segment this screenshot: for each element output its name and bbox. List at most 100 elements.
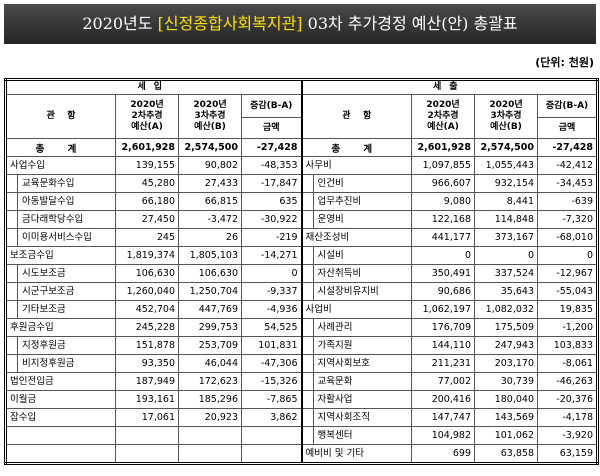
amount-b: 932,154 [474,174,538,193]
item-cell: 사무비 [300,156,412,175]
sub-item-name: 아동발달수입 [17,193,115,210]
amount-diff: -42,412 [537,156,598,175]
amount-diff: -12,967 [537,264,598,283]
sub-item-name: 시설장비유지비 [312,283,411,300]
header-line: 2020년 [489,100,523,110]
item-name: 사업비 [305,304,332,315]
amount-diff: -1,200 [537,318,598,337]
header-line: 2020년 [130,100,164,110]
amount-b: 253,709 [178,336,242,355]
item-name: 법인전입금 [10,376,54,387]
header-line: 2020년 [426,100,460,110]
amount-diff: -3,920 [537,426,598,445]
amount-b: 1,250,704 [178,282,242,301]
amount-b: 8,441 [474,192,538,211]
amount-b: 101,062 [474,426,538,445]
amount-a: 193,161 [115,390,179,409]
table-head: 세입 세출 관 항 2020년 2차추경 예산(A) 2020년 3차추경 예산(B) … [5,79,598,139]
amount-diff: -219 [241,228,302,247]
amount-a: 200,416 [411,390,475,409]
amount-a: 699 [411,444,475,464]
data-row: 잡수입 17,061 20,923 3,862 지역사회조직 147,747 143,569… [5,408,598,427]
amount-a: 1,062,197 [411,300,475,319]
amount-diff: 63,159 [537,444,598,464]
amount-a: 93,350 [115,354,179,373]
col-a-header: 2020년 2차추경 예산(A) [115,94,179,139]
amount-a: 139,155 [115,156,179,175]
amount-a: 0 [411,246,475,265]
amount-b: 26 [178,228,242,247]
item-header: 관 항 [300,94,412,139]
sub-item-name: 지역사회보호 [312,355,411,372]
amount-b: -3,472 [178,210,242,229]
total-label: 총 계 [300,138,412,157]
header-line: 예산(B) [490,122,522,132]
amount-b: 180,040 [474,390,538,409]
sub-item-cell: 지정후원금 [5,336,116,355]
amount-b: 247,943 [474,336,538,355]
data-row: 이미용서비스수입 245 26 -219 재산조성비 441,177 373,167 -68,… [5,228,598,247]
amount-a: 176,709 [411,318,475,337]
item-cell: 재산조성비 [300,228,412,247]
sub-item-cell: 교육문화수입 [5,174,116,193]
amount-diff: -47,306 [241,354,302,373]
amount-diff: 103,833 [537,336,598,355]
amount-a: 122,168 [411,210,475,229]
amount-a: 350,491 [411,264,475,283]
total-diff: -27,428 [537,138,598,157]
sub-item-cell: 아동발달수입 [5,192,116,211]
sub-item-name: 시군구보조금 [17,283,115,300]
sub-item-name: 시설비 [312,247,411,264]
sub-item-cell: 시군구보조금 [5,282,116,301]
amount-a: 66,180 [115,192,179,211]
sub-item-cell: 업무추진비 [300,192,412,211]
amount-diff: -14,271 [241,246,302,265]
item-cell: 법인전입금 [5,372,116,391]
amount-header: 금액 [537,117,598,139]
sub-item-cell: 가족지원 [300,336,412,355]
amount-a: 1,819,374 [115,246,179,265]
amount-b: 30,739 [474,372,538,391]
amount-b: 299,753 [178,318,242,337]
amount-b: 185,296 [178,390,242,409]
item-name: 재산조성비 [305,232,350,243]
data-row: 이월금 193,161 185,296 -7,865 자활사업 200,416 180,04… [5,390,598,409]
sub-item-cell: 기타보조금 [5,300,116,319]
header-line: 3차추경 [194,111,226,121]
item-header: 관 항 [5,94,116,139]
amount-diff: 101,831 [241,336,302,355]
amount-a: 441,177 [411,228,475,247]
amount-b: 90,802 [178,156,242,175]
item-cell: 예비비 및 기타 [300,444,412,464]
sub-item-name: 행복센터 [312,427,411,444]
sub-item-name: 금다래학당수입 [17,211,115,228]
sub-item-cell: 지역사회보호 [300,354,412,373]
item-name: 잡수입 [10,412,37,423]
header-line: 2차추경 [427,111,459,121]
sub-item-cell: 시도보조금 [5,264,116,283]
header-line: 2차추경 [131,111,163,121]
empty-cell [178,444,242,464]
sub-item-cell: 지역사회조직 [300,408,412,427]
data-row: 사업수입 139,155 90,802 -48,353 사무비 1,097,855 1,05… [5,156,598,175]
amount-diff: -48,353 [241,156,302,175]
amount-b: 20,923 [178,408,242,427]
amount-diff: -15,326 [241,372,302,391]
sub-item-name: 기타보조금 [17,301,115,318]
amount-a: 45,280 [115,174,179,193]
sub-item-name: 자활사업 [312,391,411,408]
amount-a: 106,630 [115,264,179,283]
sub-item-cell: 인건비 [300,174,412,193]
data-row: 기타보조금 452,704 447,769 -4,936 사업비 1,062,197 1,0… [5,300,598,319]
amount-b: 106,630 [178,264,242,283]
total-b: 2,574,500 [474,138,538,157]
amount-diff: 0 [241,264,302,283]
sub-item-name: 지정후원금 [17,337,115,354]
item-cell: 후원금수입 [5,318,116,337]
data-row: 아동발달수입 66,180 66,815 635 업무추진비 9,080 8,441 -639 [5,192,598,211]
amount-a: 1,260,040 [115,282,179,301]
empty-cell [5,444,116,464]
amount-diff: -20,376 [537,390,598,409]
amount-a: 245,228 [115,318,179,337]
sub-item-name: 교육문화 [312,373,411,390]
